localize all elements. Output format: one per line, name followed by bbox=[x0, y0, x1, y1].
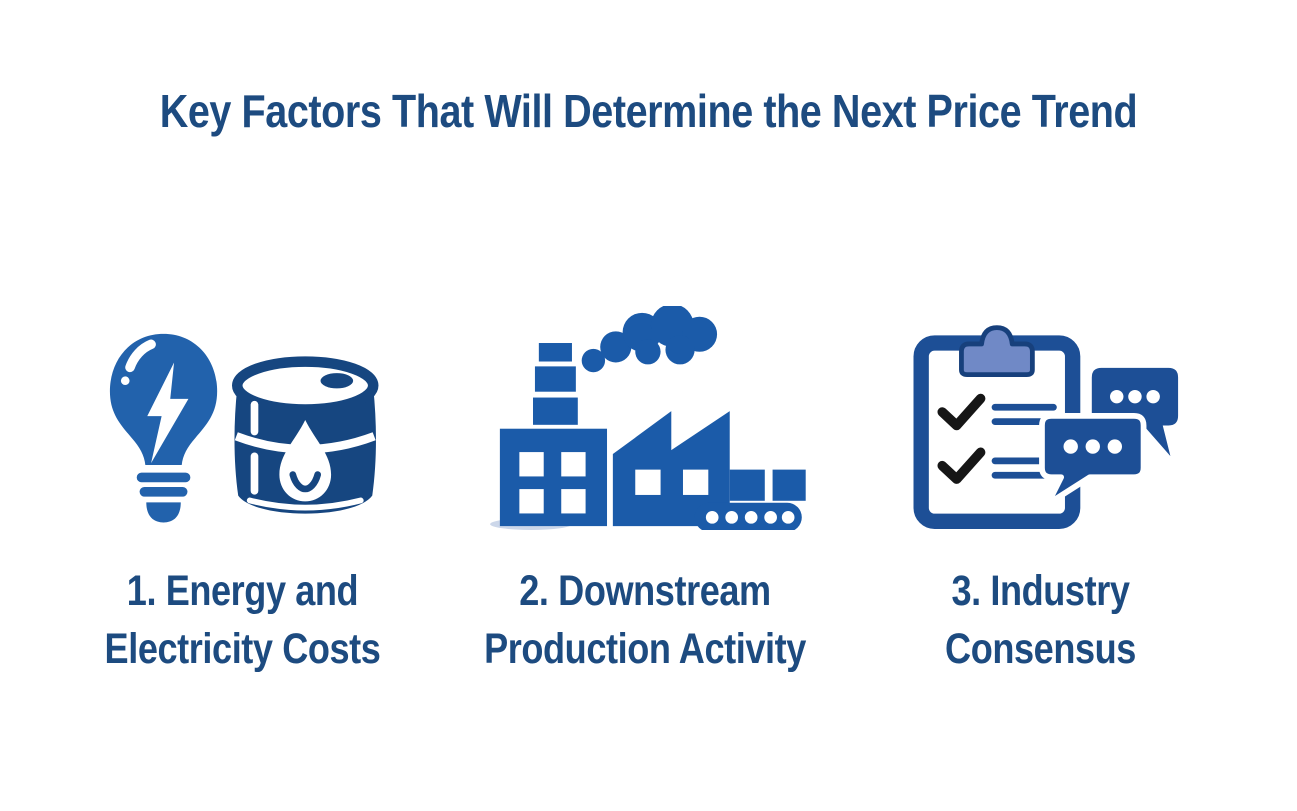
factor-3-line1: 3. Industry bbox=[951, 567, 1130, 615]
factor-downstream-production: 2. Downstream Production Activity bbox=[450, 0, 840, 811]
conveyor-boxes-icon bbox=[705, 511, 795, 524]
factor-3-caption: 3. Industry Consensus bbox=[896, 562, 1186, 678]
energy-icon-group bbox=[70, 330, 415, 555]
factory-icon bbox=[490, 306, 806, 530]
factor-energy-costs: 1. Energy and Electricity Costs bbox=[70, 0, 415, 811]
lightbulb-bolt-icon bbox=[109, 333, 217, 523]
factor-industry-consensus: 3. Industry Consensus bbox=[868, 0, 1213, 811]
factor-1-line1: 1. Energy and bbox=[126, 567, 359, 615]
factor-1-caption: 1. Energy and Electricity Costs bbox=[98, 562, 388, 678]
consensus-icon-group bbox=[868, 316, 1213, 532]
factor-2-line2: Production Activity bbox=[484, 625, 806, 673]
chat-bubbles-icon bbox=[1038, 367, 1178, 507]
page-title: Key Factors That Will Determine the Next… bbox=[159, 85, 1138, 137]
lightbulb-oil-barrel-icon bbox=[109, 333, 378, 523]
factor-1-line2: Electricity Costs bbox=[104, 625, 381, 673]
factor-2-caption: 2. Downstream Production Activity bbox=[481, 562, 809, 678]
production-icon-group bbox=[450, 306, 840, 530]
oil-barrel-icon bbox=[231, 356, 378, 514]
clipboard-chat-icon bbox=[913, 325, 1178, 529]
factor-2-line1: 2. Downstream bbox=[519, 567, 771, 615]
factory-smoke-icon bbox=[490, 306, 806, 530]
factor-3-line2: Consensus bbox=[945, 625, 1136, 673]
